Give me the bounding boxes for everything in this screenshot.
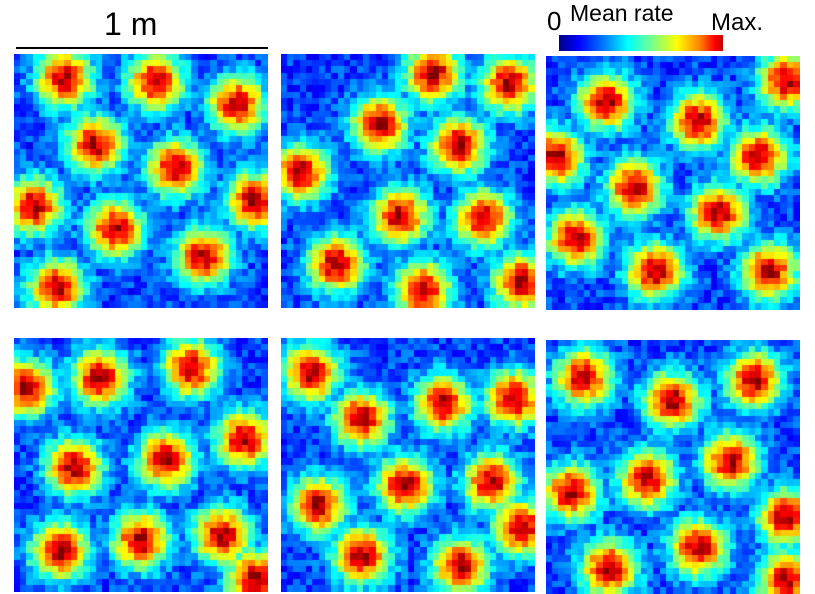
colorbar-title: Mean rate	[570, 0, 674, 26]
colorbar-min-label: 0	[547, 6, 562, 36]
rate-map-panel-1	[14, 54, 268, 308]
colorbar-max-label: Max.	[711, 9, 764, 36]
rate-map-panel-2	[281, 54, 535, 308]
rate-map-panel-3	[546, 56, 800, 310]
colorbar	[559, 35, 723, 51]
rate-map-panel-5	[281, 338, 535, 592]
scale-bar-label: 1 m	[104, 6, 158, 42]
rate-map-panel-6	[546, 340, 800, 594]
scale-bar	[16, 47, 268, 49]
rate-map-panel-4	[14, 338, 268, 592]
